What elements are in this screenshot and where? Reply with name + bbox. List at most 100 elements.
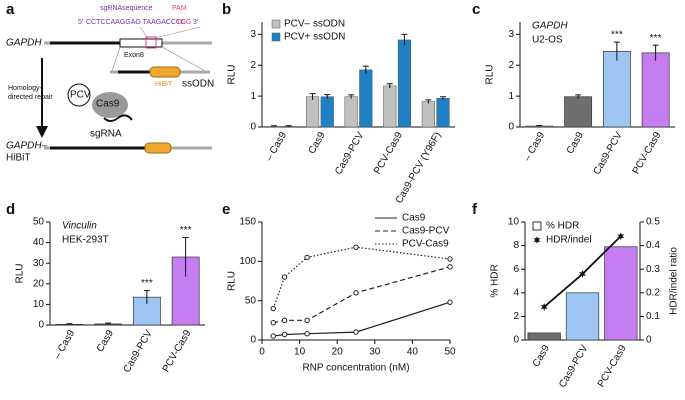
marker: [353, 329, 359, 335]
repair-label: directed repair: [8, 94, 53, 101]
sgrna-label: sgRNAsequence: [100, 5, 153, 12]
error-bar: [143, 290, 150, 304]
legend-label: % HDR: [546, 221, 579, 232]
x-tick-label: Cas9: [531, 343, 552, 369]
marker: [353, 290, 359, 296]
error-bar: [309, 93, 316, 100]
legend-swatch: [271, 32, 281, 42]
x-tick-label: – Cas9: [52, 328, 78, 361]
x-tick-label: PCV-Cas9: [596, 343, 629, 389]
repair-label: Homology-: [8, 85, 43, 92]
y-tick-label: 2: [513, 311, 519, 322]
y-tick-label: 30: [33, 258, 45, 269]
product: HiBiT: [6, 153, 30, 164]
chart-title: GAPDH: [532, 21, 568, 32]
marker: [270, 319, 276, 326]
tag: HiBiT: [155, 81, 173, 88]
panel-label: e: [222, 201, 230, 218]
x-tick-label: 0: [259, 347, 265, 358]
error-bar: [613, 41, 620, 61]
chart-subtitle: HEK-293T: [62, 235, 109, 246]
x-tick-label: Cas9-PCV: [592, 130, 625, 177]
x-tick-label: 40: [407, 347, 419, 358]
significance: ***: [650, 33, 662, 44]
marker: [447, 264, 453, 270]
y-tick-label: 50: [33, 217, 45, 228]
bar: [383, 85, 397, 128]
axis-label: RLU: [227, 64, 238, 84]
axis-label: RLU: [227, 271, 238, 291]
five-prime: 5′: [78, 19, 84, 26]
y-tick-label: 1: [508, 91, 514, 102]
y-tick-label: 0: [38, 320, 44, 331]
error-bar: [362, 65, 369, 74]
legend-label: PCV+ ssODN: [284, 32, 345, 43]
y-tick-label: 3: [250, 29, 256, 40]
y-tick-label: 6: [513, 264, 519, 275]
panel-label: f: [472, 201, 478, 218]
series-line: [273, 301, 451, 337]
y-tick-label: 0: [646, 335, 652, 346]
bar: [421, 101, 435, 128]
bar: [344, 96, 358, 128]
y-tick-label: 0.5: [646, 217, 660, 228]
x-tick-label: Cas9-PCV: [333, 130, 366, 177]
product: GAPDH–: [6, 141, 48, 152]
error-bar: [425, 99, 432, 104]
x-tick-label: 50: [444, 347, 456, 358]
x-tick-label: 20: [332, 347, 344, 358]
y-tick-label: 0.1: [646, 311, 660, 322]
marker: [540, 303, 548, 311]
legend-label: PCV– ssODN: [284, 19, 345, 30]
x-tick-label: 30: [369, 347, 381, 358]
marker: [281, 317, 288, 324]
marker: [281, 331, 288, 338]
pam-sequence: TGG: [176, 19, 191, 26]
bar: [641, 52, 670, 128]
bar: [604, 246, 638, 341]
hibit-box: [144, 142, 172, 154]
x-tick-label: Cas9-PCV: [557, 343, 590, 390]
pcv-shape: [67, 83, 91, 107]
connector: [111, 46, 121, 72]
sgrna: sgRNA: [90, 129, 122, 140]
error-bar: [536, 124, 543, 127]
arrow-head: [36, 126, 48, 138]
marker: [304, 331, 310, 337]
x-tick-label: Cas9: [307, 130, 328, 156]
x-tick-label: – Cas9: [522, 130, 548, 163]
connector: [154, 26, 201, 39]
bar: [565, 292, 600, 341]
connector: [161, 46, 206, 72]
error-bar: [182, 236, 189, 277]
cut-site: [145, 36, 157, 49]
y-tick-label: 0.3: [646, 264, 660, 275]
legend-swatch: [532, 221, 542, 231]
x-tick-label: Cas9: [565, 130, 586, 156]
axis-label: RLU: [15, 263, 26, 283]
y-tick-label: 0: [250, 335, 256, 346]
bar: [397, 39, 412, 128]
panel-label: a: [6, 1, 15, 18]
y-tick-label: 2: [250, 60, 256, 71]
marker: [281, 274, 288, 280]
y-tick-label: 20: [33, 278, 45, 289]
x-tick-label: PCV-Cas9: [372, 130, 405, 176]
x-tick-label: Cas9-PCV: [122, 328, 155, 375]
axis-label: RLU: [485, 64, 496, 84]
error-bar: [270, 125, 277, 127]
bar: [320, 96, 334, 128]
cas9: Cas9: [96, 99, 120, 110]
bar: [359, 69, 373, 128]
sgrna-shape: [103, 114, 133, 122]
error-bar: [440, 96, 447, 100]
marker: [617, 232, 625, 241]
series-line: [273, 266, 451, 324]
exon: Exon8: [124, 52, 144, 59]
three-prime: 3′: [193, 19, 199, 26]
y-tick-label: 0: [513, 335, 519, 346]
x-tick-label: PCV-Cas9: [161, 328, 194, 374]
legend-label: HDR/indel: [546, 235, 592, 246]
y-tick-label: 10: [508, 217, 520, 228]
marker: [447, 299, 453, 305]
